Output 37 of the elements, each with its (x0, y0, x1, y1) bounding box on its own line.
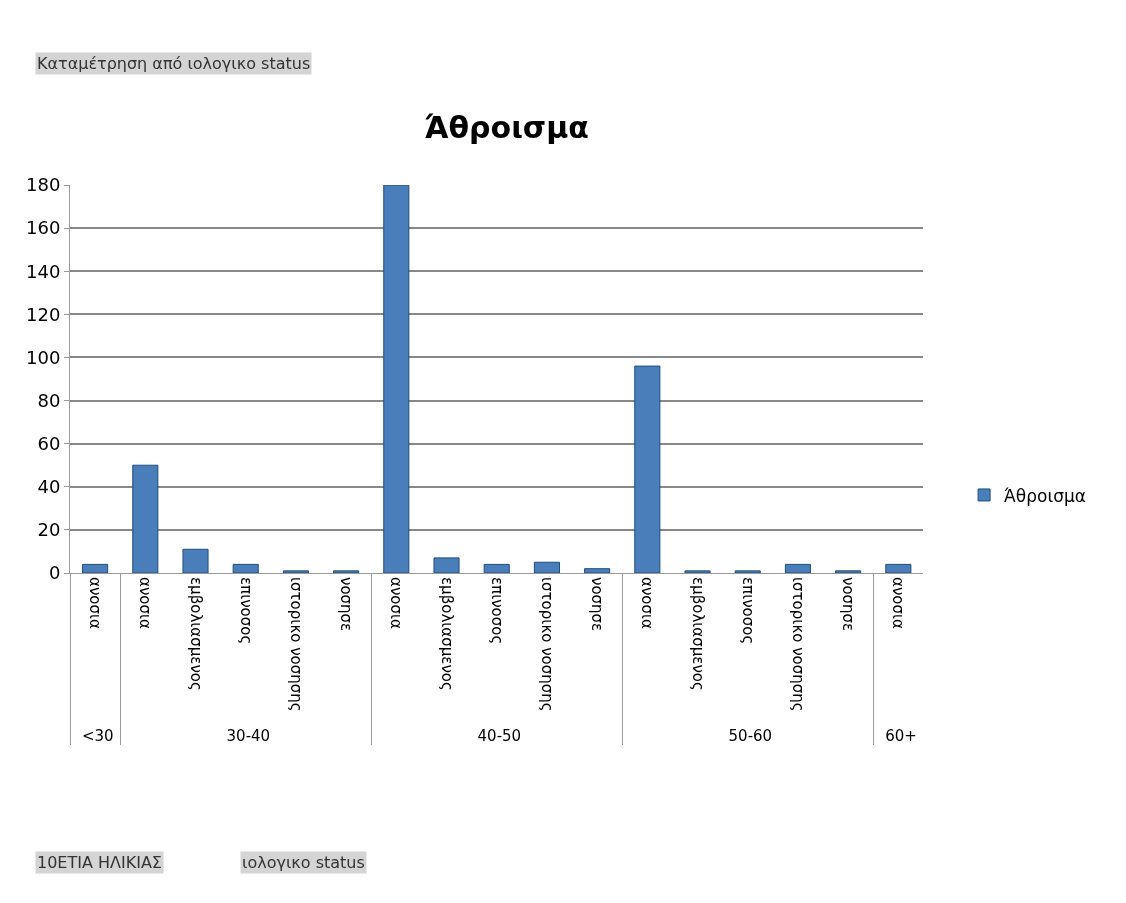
category-label: εμβολιασμενος (437, 577, 456, 691)
y-tick-label: 40 (37, 476, 61, 498)
category-label: επινοσος (236, 577, 255, 645)
y-tick-label: 100 (26, 346, 61, 368)
y-tick-label: 180 (26, 174, 61, 196)
category-label: ανοσια (638, 577, 657, 629)
category-label: <30 (81, 726, 114, 745)
category-label: ανοσια (136, 577, 155, 629)
y-tick-label: 140 (26, 260, 61, 282)
text: 10ΕΤΙΑ ΗΛΙΚΙΑΣ (37, 853, 162, 872)
category-label: εμβολιασμενος (186, 577, 205, 691)
category-label: 30-40 (226, 726, 271, 745)
y-tick-label: 60 (37, 432, 61, 454)
category-label: ιστορικο νοσησης (287, 577, 306, 712)
category-label: επινοσος (487, 577, 506, 645)
y-tick-label: 120 (26, 303, 61, 325)
chart-title: Άθροισμα (424, 110, 589, 146)
category-label: επινοσος (738, 577, 757, 645)
category-label: εμβολιασμενος (688, 577, 707, 691)
text: ιολογικο status (242, 853, 365, 872)
category-label: 50-60 (728, 726, 773, 745)
y-tick-label: 0 (48, 562, 61, 584)
category-label: νοσησε (588, 577, 607, 632)
y-tick-label: 20 (37, 519, 61, 541)
y-tick-label: 80 (37, 389, 61, 411)
category-label: 40-50 (477, 726, 522, 745)
category-label: ιστορικο νοσησης (538, 577, 557, 712)
category-label: νοσησε (337, 577, 356, 632)
category-label: 60+ (885, 726, 917, 745)
category-label: νοσησε (839, 577, 858, 632)
category-label: ιστορικο νοσησης (789, 577, 808, 712)
category-label: ανοσια (86, 577, 105, 629)
y-tick-label: 160 (26, 217, 61, 239)
legend-label: Άθροισμα (1004, 485, 1086, 506)
text: Καταμέτρηση από ιολογικο status (37, 54, 311, 73)
category-label: ανοσια (387, 577, 406, 629)
category-label: ανοσια (889, 577, 908, 629)
